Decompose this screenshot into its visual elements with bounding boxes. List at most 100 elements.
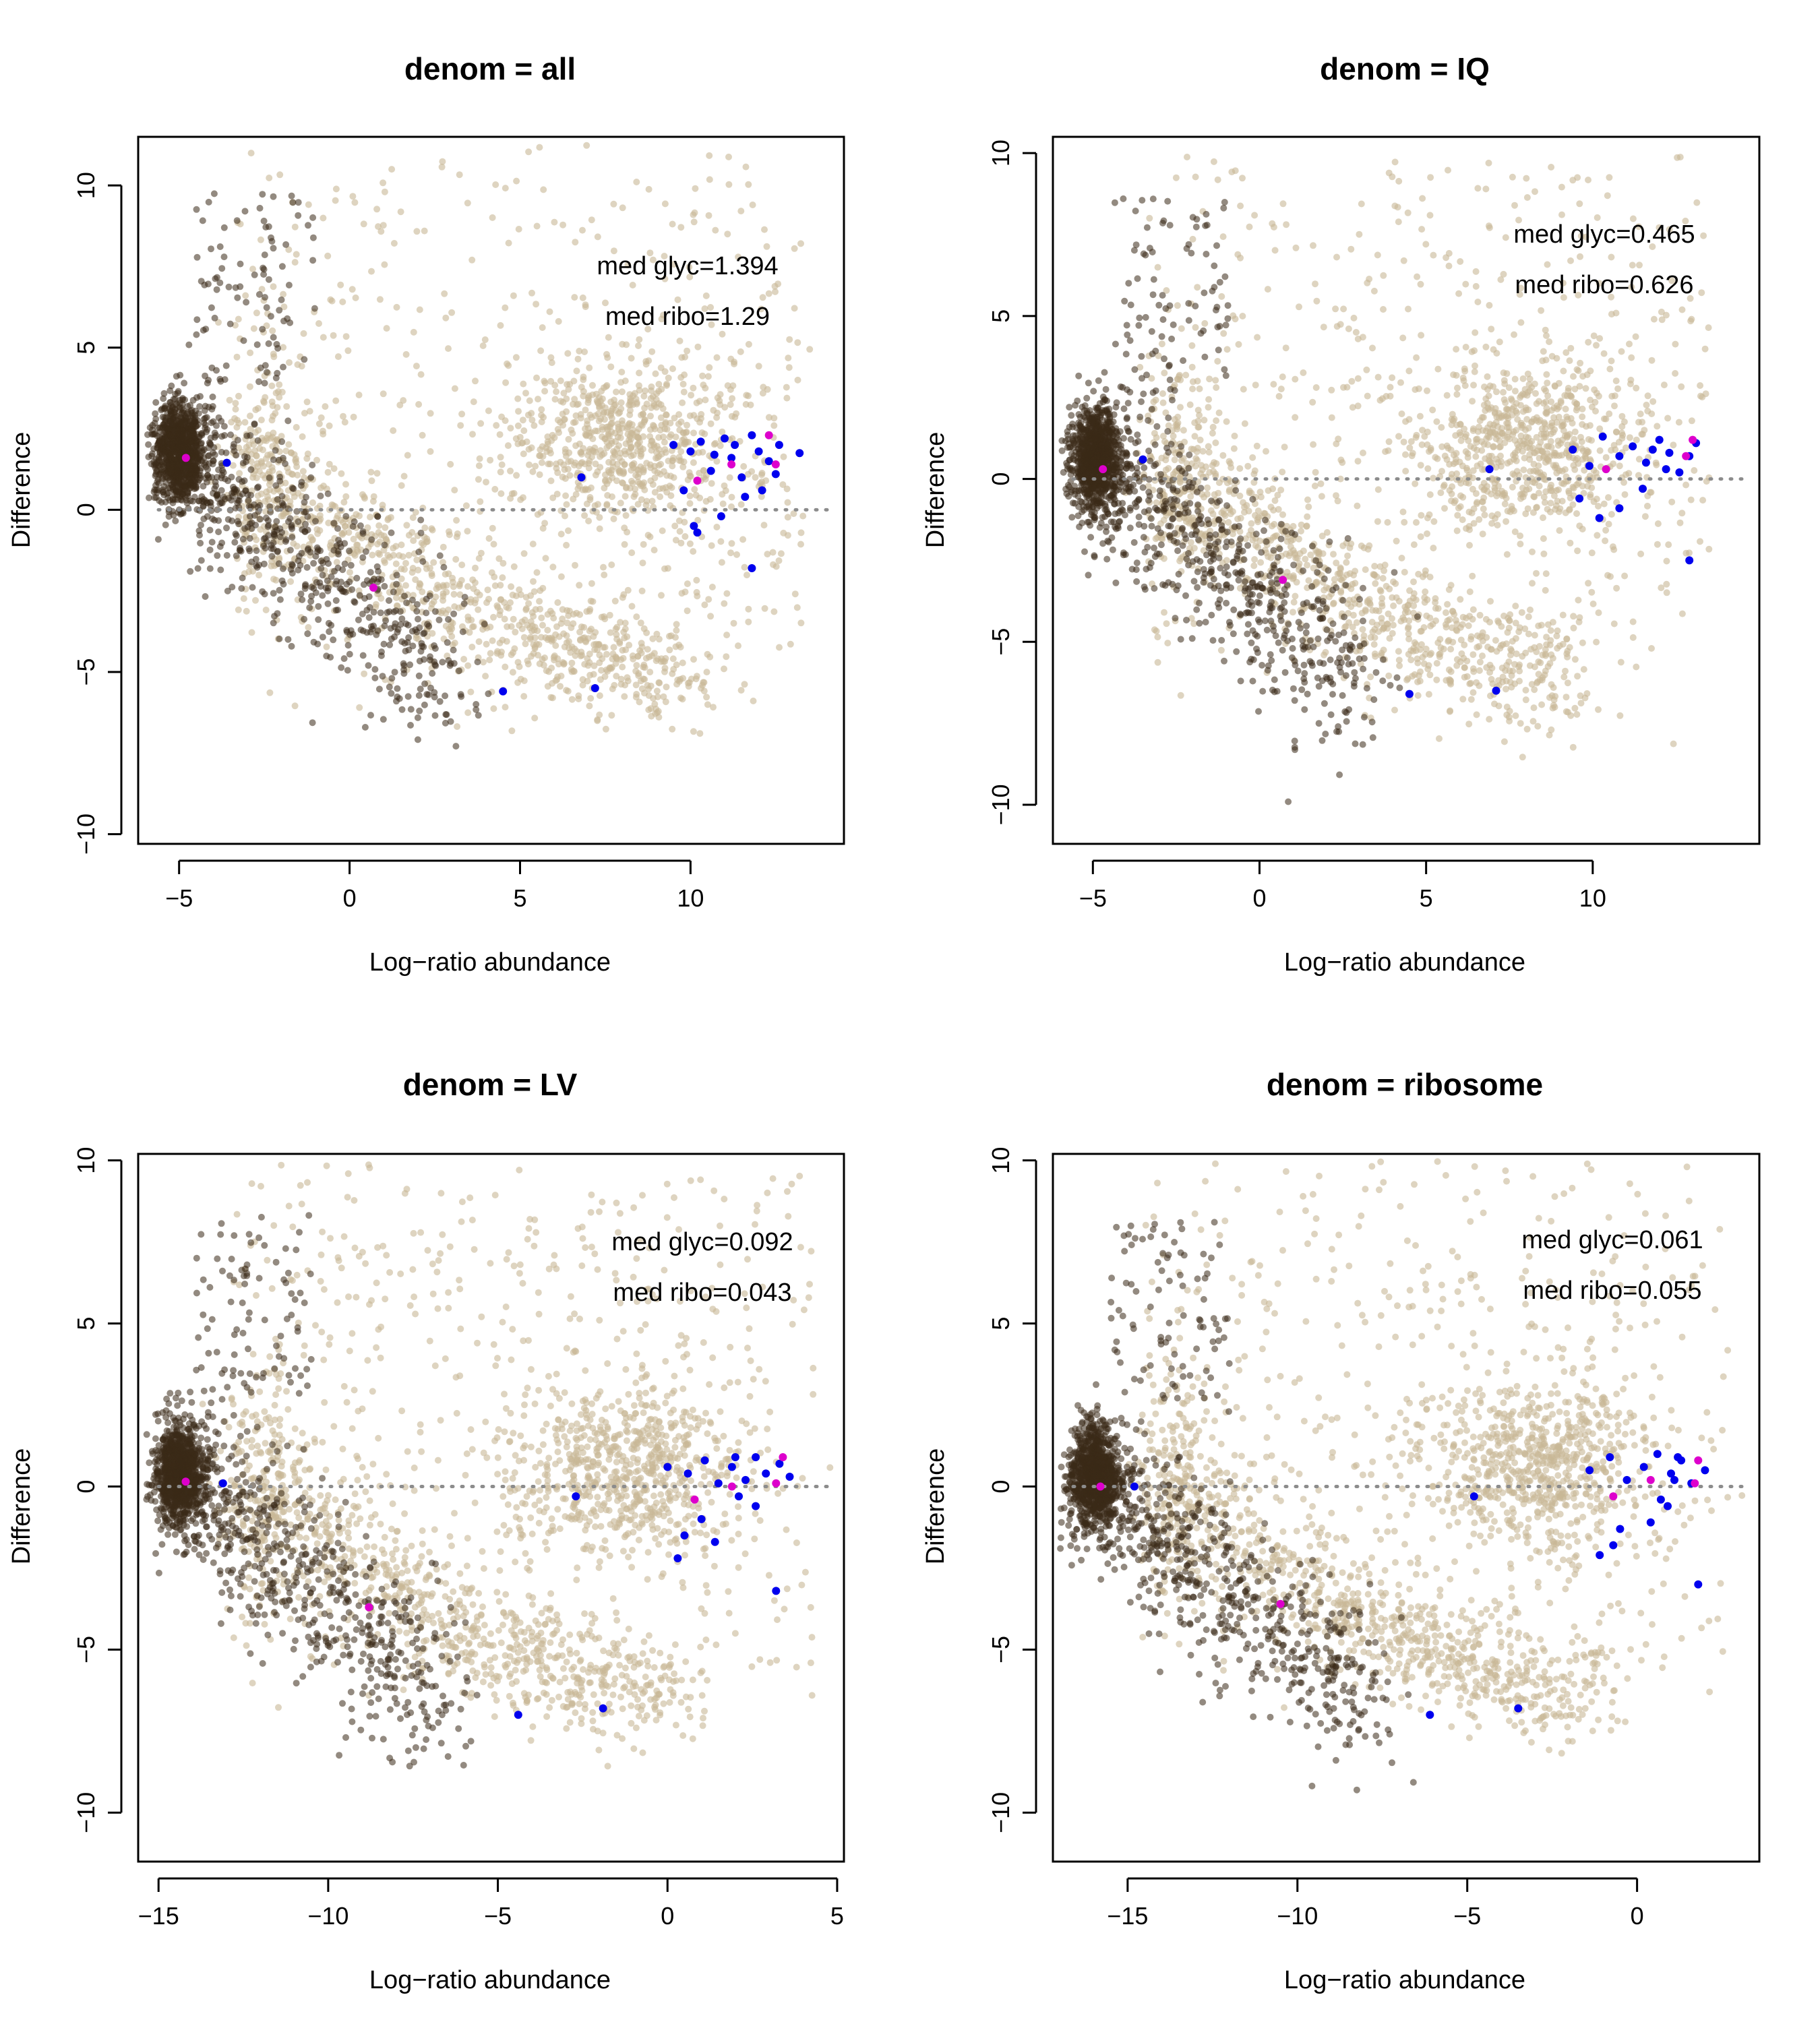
light-data-point [481,336,489,343]
dense-data-point [424,621,431,628]
dense-data-point [178,497,185,504]
dense-data-point [317,492,324,499]
dense-data-point [193,206,200,213]
light-data-point [655,381,663,388]
light-data-point [1602,454,1610,461]
light-data-point [441,290,448,297]
light-data-point [1417,533,1424,541]
dense-data-point [233,532,240,539]
light-data-point [469,431,476,438]
dense-data-point [166,452,174,460]
light-data-point [1354,402,1362,410]
dense-data-point [436,698,444,705]
light-data-point [1565,454,1573,461]
dense-data-point [377,652,385,659]
light-data-point [700,467,707,474]
light-data-point [707,420,715,427]
light-data-point [428,525,435,532]
light-data-point [719,491,726,498]
light-data-point [551,381,559,389]
light-data-point [377,228,385,235]
light-data-point [337,281,344,288]
light-data-point [727,549,734,557]
light-data-point [499,636,506,644]
glyc-data-point [731,441,739,450]
light-data-point [533,374,540,381]
light-data-point [1424,387,1430,394]
light-data-point [744,572,750,579]
dense-data-point [317,565,325,572]
light-data-point [538,614,545,621]
light-data-point [550,615,557,622]
light-data-point [584,421,590,428]
light-data-point [315,320,322,327]
light-data-point [398,565,405,573]
light-data-point [402,559,409,567]
light-data-point [707,613,715,620]
dense-data-point [202,402,209,410]
dense-data-point [301,615,308,623]
light-data-point [428,570,435,577]
light-data-point [1498,412,1505,420]
light-data-point [1593,342,1600,349]
light-data-point [1271,247,1279,254]
light-data-point [549,694,556,702]
light-data-point [502,304,509,311]
light-data-point [1345,325,1352,332]
light-data-point [1587,493,1594,501]
light-data-point [1698,289,1705,297]
light-data-point [324,468,332,476]
light-data-point [739,536,747,543]
light-data-point [631,390,638,397]
light-data-point [502,417,509,425]
light-data-point [538,459,545,466]
light-data-point [299,433,306,440]
light-data-point [1699,394,1706,401]
dense-data-point [388,675,396,682]
light-data-point [1519,375,1527,382]
dense-data-point [333,578,340,585]
dense-data-point [452,743,460,750]
light-data-point [665,374,672,381]
light-data-point [1540,348,1547,355]
dense-data-point [153,486,160,493]
light-data-point [591,646,599,653]
light-data-point [705,596,712,603]
light-data-point [1380,306,1387,313]
light-data-point [1560,367,1567,375]
light-data-point [269,402,276,409]
light-data-point [1459,493,1467,501]
light-data-point [765,414,772,421]
dense-data-point [239,460,247,467]
dense-data-point [347,561,355,569]
light-data-point [576,582,583,589]
light-data-point [1548,398,1555,406]
light-data-point [450,590,458,598]
light-data-point [303,398,311,406]
dense-data-point [179,419,186,427]
light-data-point [464,583,471,590]
light-data-point [477,498,484,506]
light-data-point [646,669,654,676]
light-data-point [496,431,504,438]
light-data-point [483,640,490,648]
light-data-point [1687,496,1695,503]
light-data-point [1486,433,1493,441]
light-data-point [1433,418,1440,425]
light-data-point [1621,572,1629,580]
light-data-point [339,531,346,539]
light-data-point [713,354,721,361]
dense-data-point [391,669,398,676]
light-data-point [1370,287,1378,295]
dense-data-point [259,191,266,198]
dense-data-point [229,584,236,590]
dense-data-point [319,592,326,599]
light-data-point [1387,392,1394,400]
light-data-point [539,453,547,460]
light-data-point [1471,368,1478,375]
light-data-point [701,430,708,437]
light-data-point [1636,262,1643,269]
dense-data-point [208,364,216,371]
light-data-point [719,330,726,338]
light-data-point [1311,483,1318,489]
